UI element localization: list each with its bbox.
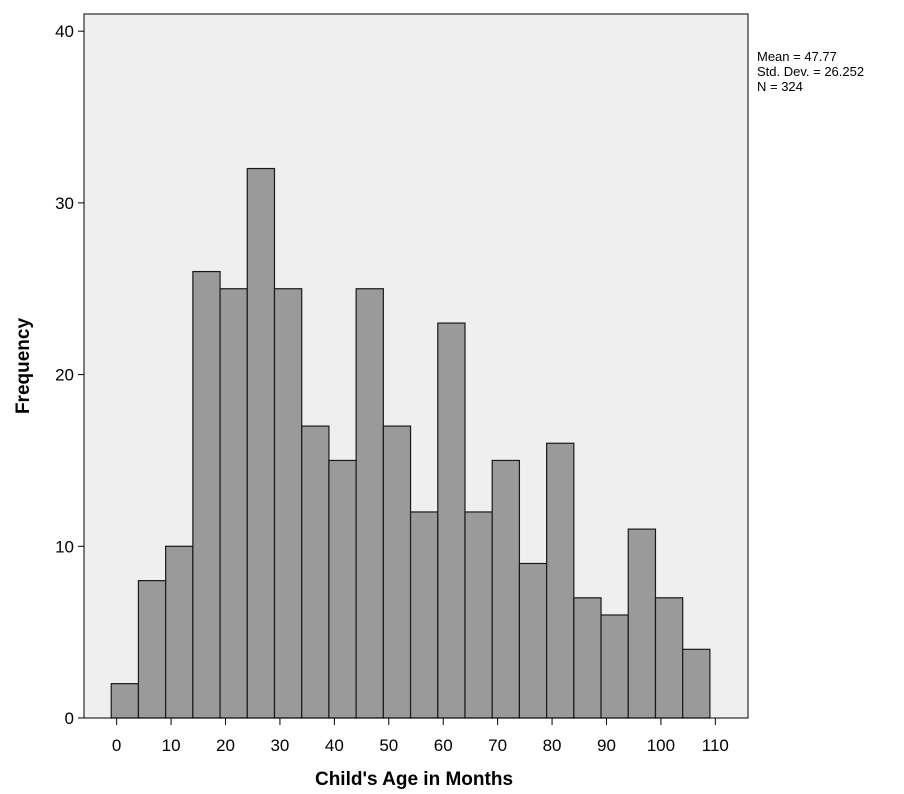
histogram-bar	[654, 597, 684, 719]
plot-frame	[83, 13, 749, 719]
x-tick-label: 40	[325, 736, 344, 755]
stats-mean: Mean = 47.77	[757, 49, 837, 64]
stats-box: Mean = 47.77 Std. Dev. = 26.252 N = 324	[757, 49, 864, 94]
x-tick-label: 90	[597, 736, 616, 755]
histogram-bar	[682, 648, 711, 719]
histogram-bar	[110, 683, 140, 719]
y-tick-label: 10	[55, 537, 74, 556]
histogram-bar	[464, 511, 493, 719]
y-tick-label: 20	[55, 366, 74, 385]
histogram-bar	[573, 597, 602, 719]
bars-group	[110, 167, 711, 719]
y-axis-title: Frequency	[13, 318, 34, 415]
x-axis: 0 10 20 30 40 50 60 70 80 90 100 110	[112, 718, 729, 755]
y-tick-label: 30	[55, 194, 74, 213]
histogram-bar	[627, 528, 657, 719]
x-tick-label: 50	[379, 736, 398, 755]
histogram-bar	[165, 545, 194, 719]
x-tick-label: 20	[216, 736, 235, 755]
x-tick-label: 30	[270, 736, 289, 755]
histogram-bar	[301, 425, 330, 719]
x-tick-label: 70	[488, 736, 507, 755]
x-tick-label: 100	[647, 736, 675, 755]
stats-n: N = 324	[757, 79, 803, 94]
histogram-bar	[219, 288, 248, 719]
histogram-bar	[355, 288, 384, 719]
y-tick-label: 0	[65, 709, 74, 728]
histogram-bar	[518, 562, 548, 719]
x-tick-label: 60	[434, 736, 453, 755]
histogram-bar	[246, 167, 276, 719]
x-axis-title: Child's Age in Months	[315, 769, 513, 790]
x-tick-label: 0	[112, 736, 121, 755]
histogram-bar	[600, 614, 629, 719]
histogram-bar	[546, 442, 575, 719]
histogram-bar	[491, 459, 521, 719]
x-tick-label: 110	[702, 736, 729, 755]
y-tick-label: 40	[55, 22, 74, 41]
histogram-bar	[273, 288, 303, 719]
histogram-bar	[328, 459, 357, 719]
y-axis: 0 10 20 30 40	[55, 22, 84, 728]
histogram-bar	[437, 322, 466, 719]
histogram-bar	[137, 580, 167, 719]
stats-std-dev: Std. Dev. = 26.252	[757, 64, 864, 79]
x-tick-label: 10	[162, 736, 181, 755]
histogram-bar	[382, 425, 412, 719]
x-tick-label: 80	[543, 736, 562, 755]
histogram-bar	[409, 511, 439, 719]
histogram-bar	[192, 270, 221, 719]
